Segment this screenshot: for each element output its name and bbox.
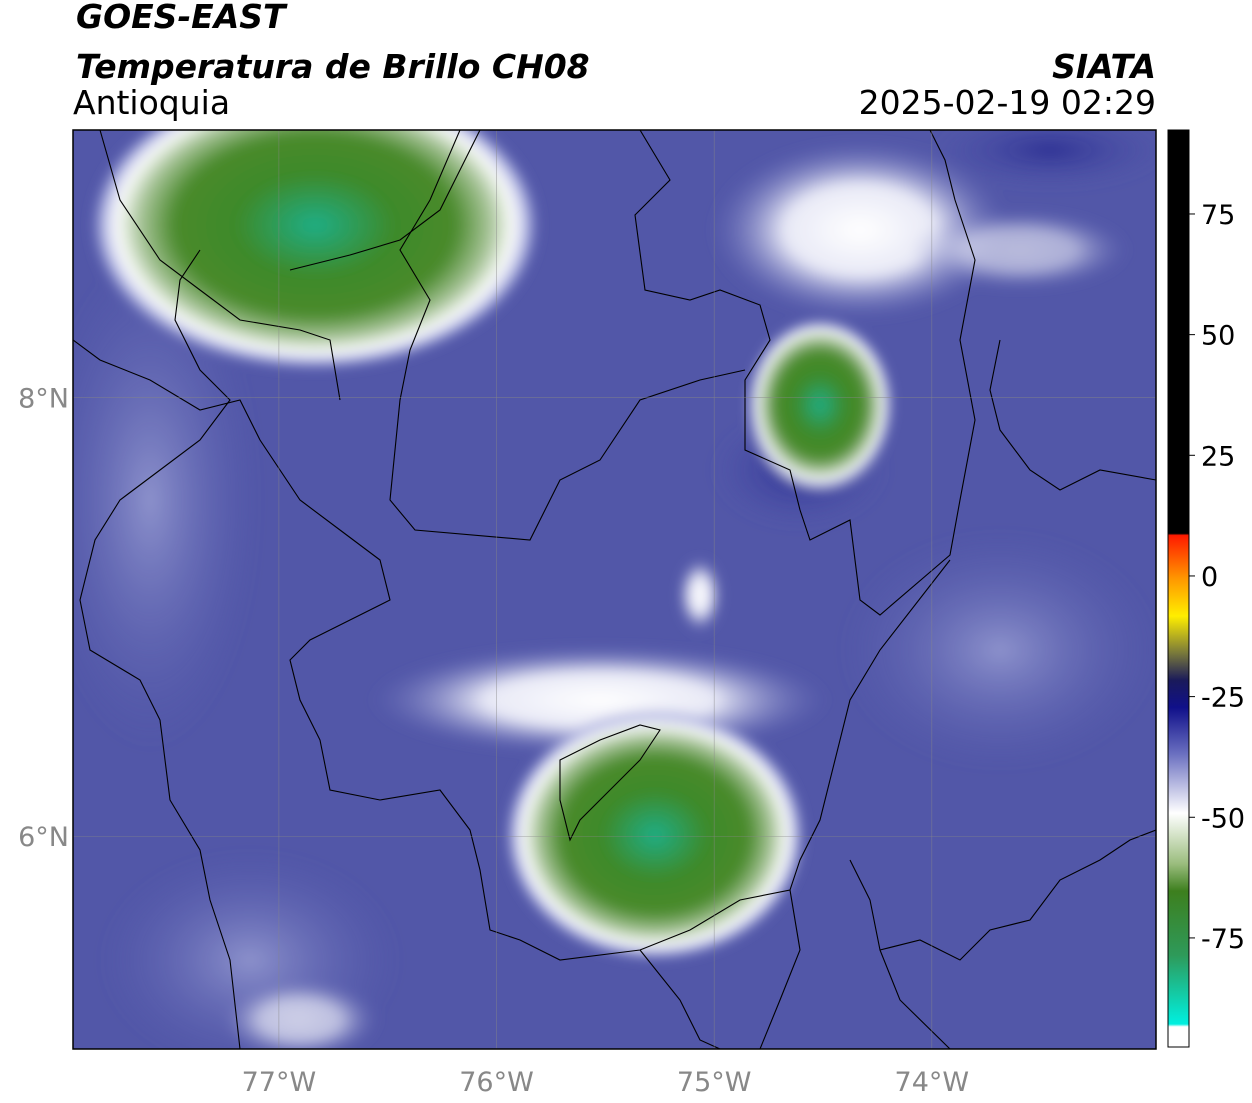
- map-frame: [72, 129, 1157, 1050]
- graticule: [73, 130, 1156, 1049]
- source: SIATA: [1052, 47, 1156, 86]
- datetime: 2025-02-19 02:29: [859, 83, 1156, 122]
- colorbar-tick-label: -50: [1201, 803, 1245, 834]
- lat-tick-label: 6°N: [18, 822, 69, 853]
- colorbar-tick-label: 25: [1201, 441, 1235, 472]
- lon-tick-label: 76°W: [459, 1067, 534, 1098]
- lat-tick-label: 8°N: [18, 384, 69, 415]
- lon-tick-label: 74°W: [895, 1067, 970, 1098]
- colorbar-tick-label: -25: [1201, 683, 1245, 714]
- colorbar-tick-label: 50: [1201, 321, 1235, 352]
- subtitle: Temperatura de Brillo CH08: [76, 47, 590, 86]
- region: Antioquia: [73, 83, 230, 122]
- borders: [73, 130, 1156, 1049]
- lon-tick-label: 75°W: [677, 1067, 752, 1098]
- colorbar: [1167, 129, 1190, 1048]
- map-imagery: [73, 130, 1156, 1049]
- lon-tick-label: 77°W: [242, 1067, 317, 1098]
- colorbar-tick-label: -75: [1201, 924, 1245, 955]
- colorbar-tick-label: 75: [1201, 200, 1235, 231]
- title: GOES-EAST: [76, 0, 288, 36]
- colorbar-tick-label: 0: [1201, 562, 1218, 593]
